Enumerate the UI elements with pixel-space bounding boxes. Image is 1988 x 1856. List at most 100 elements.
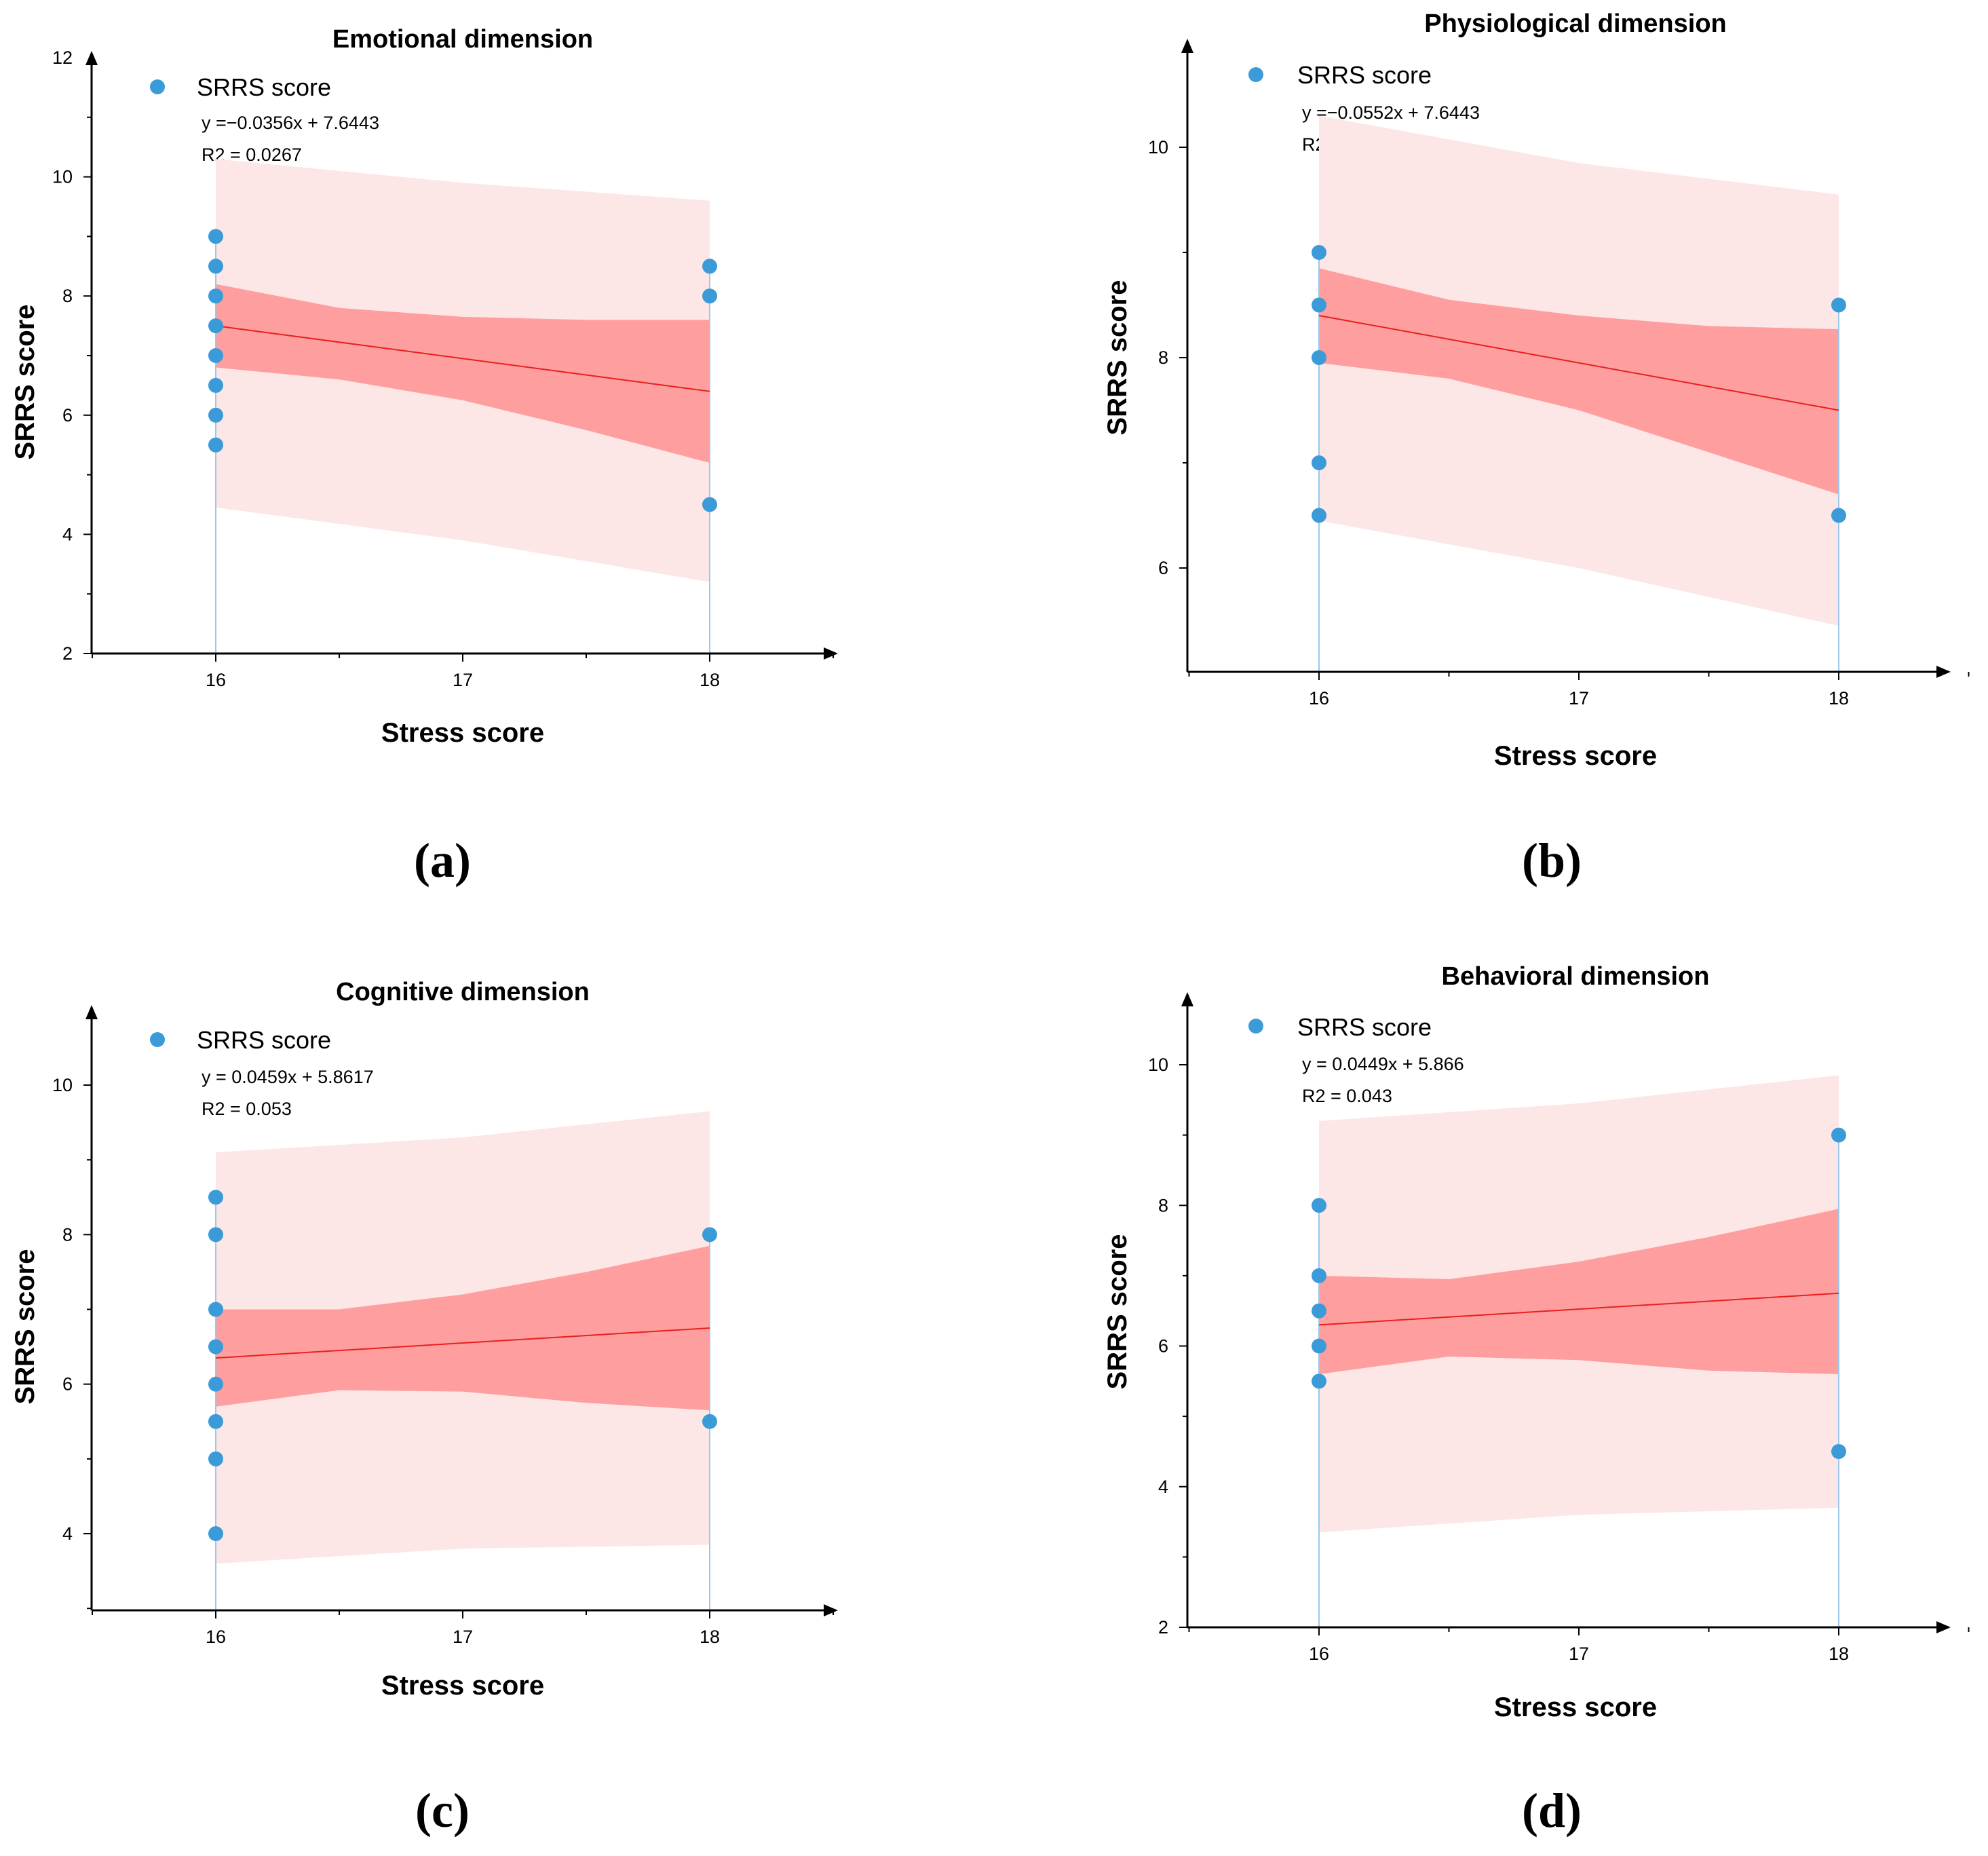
- x-tick-label: 18: [700, 1627, 720, 1647]
- legend: SRRS score y = 0.0449x + 5.866 R2 = 0.04…: [1248, 1013, 1464, 1106]
- y-tick-label: 6: [62, 405, 73, 425]
- panel-label: (d): [1522, 1783, 1582, 1838]
- x-tick-label: 18: [1829, 688, 1849, 708]
- plot-area: 16 17 18 2 4 6 8 10 12: [52, 48, 838, 690]
- data-point: [1312, 1338, 1326, 1354]
- data-point: [1831, 297, 1846, 313]
- data-point: [208, 1227, 223, 1243]
- y-tick-label: 4: [62, 524, 73, 544]
- x-tick-label: 18: [700, 670, 720, 690]
- legend-label: SRRS score: [197, 73, 331, 101]
- y-tick-label: 8: [62, 286, 73, 306]
- y-tick-label: 12: [52, 48, 73, 68]
- data-point: [702, 259, 717, 274]
- legend-marker: [150, 1032, 165, 1047]
- x-tick-label: 17: [1569, 1644, 1589, 1664]
- data-point: [208, 407, 223, 423]
- fit-line: [215, 1327, 710, 1359]
- data-point: [1831, 1127, 1846, 1143]
- x-tick-label: 17: [453, 1627, 473, 1647]
- fit-line: [1318, 315, 1839, 411]
- y-tick-label: 10: [1148, 1055, 1168, 1075]
- legend-marker: [150, 79, 165, 94]
- data-point: [208, 437, 223, 453]
- plot-area: 16 17 18 4 6 8 10: [52, 1005, 838, 1647]
- legend-marker: [1248, 1019, 1263, 1034]
- r-squared: R2 = 0.053: [202, 1099, 292, 1119]
- confidence-band: [1319, 268, 1839, 495]
- data-point: [702, 497, 717, 512]
- data-point: [702, 1414, 717, 1429]
- data-point: [1831, 508, 1846, 523]
- data-point: [208, 1190, 223, 1205]
- x-axis-label: Stress score: [381, 718, 544, 748]
- panel-label: (c): [415, 1783, 470, 1838]
- panel-label: (a): [414, 833, 471, 888]
- data-point: [1312, 1374, 1326, 1389]
- y-tick-label: 4: [1158, 1477, 1168, 1497]
- panel-c: Cognitive dimension Stress score SRRS sc…: [10, 978, 838, 1838]
- panel-b: Physiological dimension Stress score SRR…: [1103, 10, 1970, 888]
- x-axis-label: Stress score: [1494, 741, 1657, 771]
- plot-area: 16 17 18 2 4 6 8 10: [1148, 992, 1970, 1664]
- data-point: [208, 1376, 223, 1392]
- x-tick-label: 17: [453, 670, 473, 690]
- data-point: [208, 288, 223, 304]
- y-tick-label: 2: [62, 643, 73, 664]
- legend: SRRS score y =−0.0356x + 7.6443 R2 = 0.0…: [150, 73, 379, 165]
- data-point: [1312, 1303, 1326, 1319]
- data-point: [1312, 1198, 1326, 1213]
- confidence-band: [216, 284, 710, 463]
- y-axis-label: SRRS score: [10, 1249, 40, 1405]
- data-point: [702, 288, 717, 304]
- data-point: [1312, 455, 1326, 470]
- chart-title: Behavioral dimension: [1442, 962, 1710, 991]
- panel-label: (b): [1522, 833, 1582, 888]
- x-tick-label: 17: [1569, 688, 1589, 708]
- x-tick-label: 16: [206, 670, 226, 690]
- y-tick-label: 10: [52, 1075, 73, 1095]
- panel-a: Emotional dimension Stress score SRRS sc…: [10, 25, 838, 888]
- legend: SRRS score y = 0.0459x + 5.8617 R2 = 0.0…: [150, 1026, 374, 1119]
- regression-equation: y = 0.0459x + 5.8617: [202, 1067, 374, 1087]
- y-axis-label: SRRS score: [1103, 280, 1132, 436]
- legend-marker: [1248, 67, 1263, 82]
- confidence-band: [1319, 1209, 1839, 1374]
- data-point: [208, 377, 223, 393]
- y-tick-label: 4: [62, 1523, 73, 1544]
- y-tick-label: 2: [1158, 1617, 1168, 1637]
- legend-label: SRRS score: [1297, 1013, 1432, 1041]
- data-point: [208, 229, 223, 244]
- data-point: [208, 1526, 223, 1541]
- data-point: [702, 1227, 717, 1243]
- fit-line: [215, 325, 710, 392]
- y-tick-label: 6: [1158, 558, 1168, 578]
- chart-title: Emotional dimension: [332, 25, 593, 54]
- data-point: [1312, 350, 1326, 365]
- y-tick-label: 8: [62, 1224, 73, 1245]
- x-tick-label: 18: [1829, 1644, 1849, 1664]
- x-tick-label: 16: [1309, 1644, 1329, 1664]
- y-tick-label: 8: [1158, 347, 1168, 368]
- data-point: [1831, 1443, 1846, 1459]
- x-axis-label: Stress score: [381, 1671, 544, 1701]
- r-squared: R2 = 0.043: [1302, 1086, 1392, 1106]
- chart-title: Cognitive dimension: [336, 978, 590, 1006]
- y-tick-label: 6: [1158, 1336, 1168, 1357]
- data-point: [1312, 297, 1326, 313]
- data-point: [208, 1414, 223, 1429]
- data-point: [1312, 508, 1326, 523]
- legend-label: SRRS score: [1297, 61, 1432, 89]
- x-tick-label: 16: [1309, 688, 1329, 708]
- regression-equation: y = 0.0449x + 5.866: [1302, 1054, 1464, 1074]
- data-point: [1312, 1268, 1326, 1283]
- legend-label: SRRS score: [197, 1026, 331, 1054]
- data-point: [208, 1302, 223, 1317]
- plot-area: 16 17 18 6 8 10: [1148, 39, 1970, 708]
- data-point: [208, 318, 223, 334]
- y-axis-label: SRRS score: [1103, 1234, 1132, 1390]
- y-axis-label: SRRS score: [10, 305, 40, 460]
- data-point: [1312, 245, 1326, 260]
- y-tick-label: 8: [1158, 1195, 1168, 1215]
